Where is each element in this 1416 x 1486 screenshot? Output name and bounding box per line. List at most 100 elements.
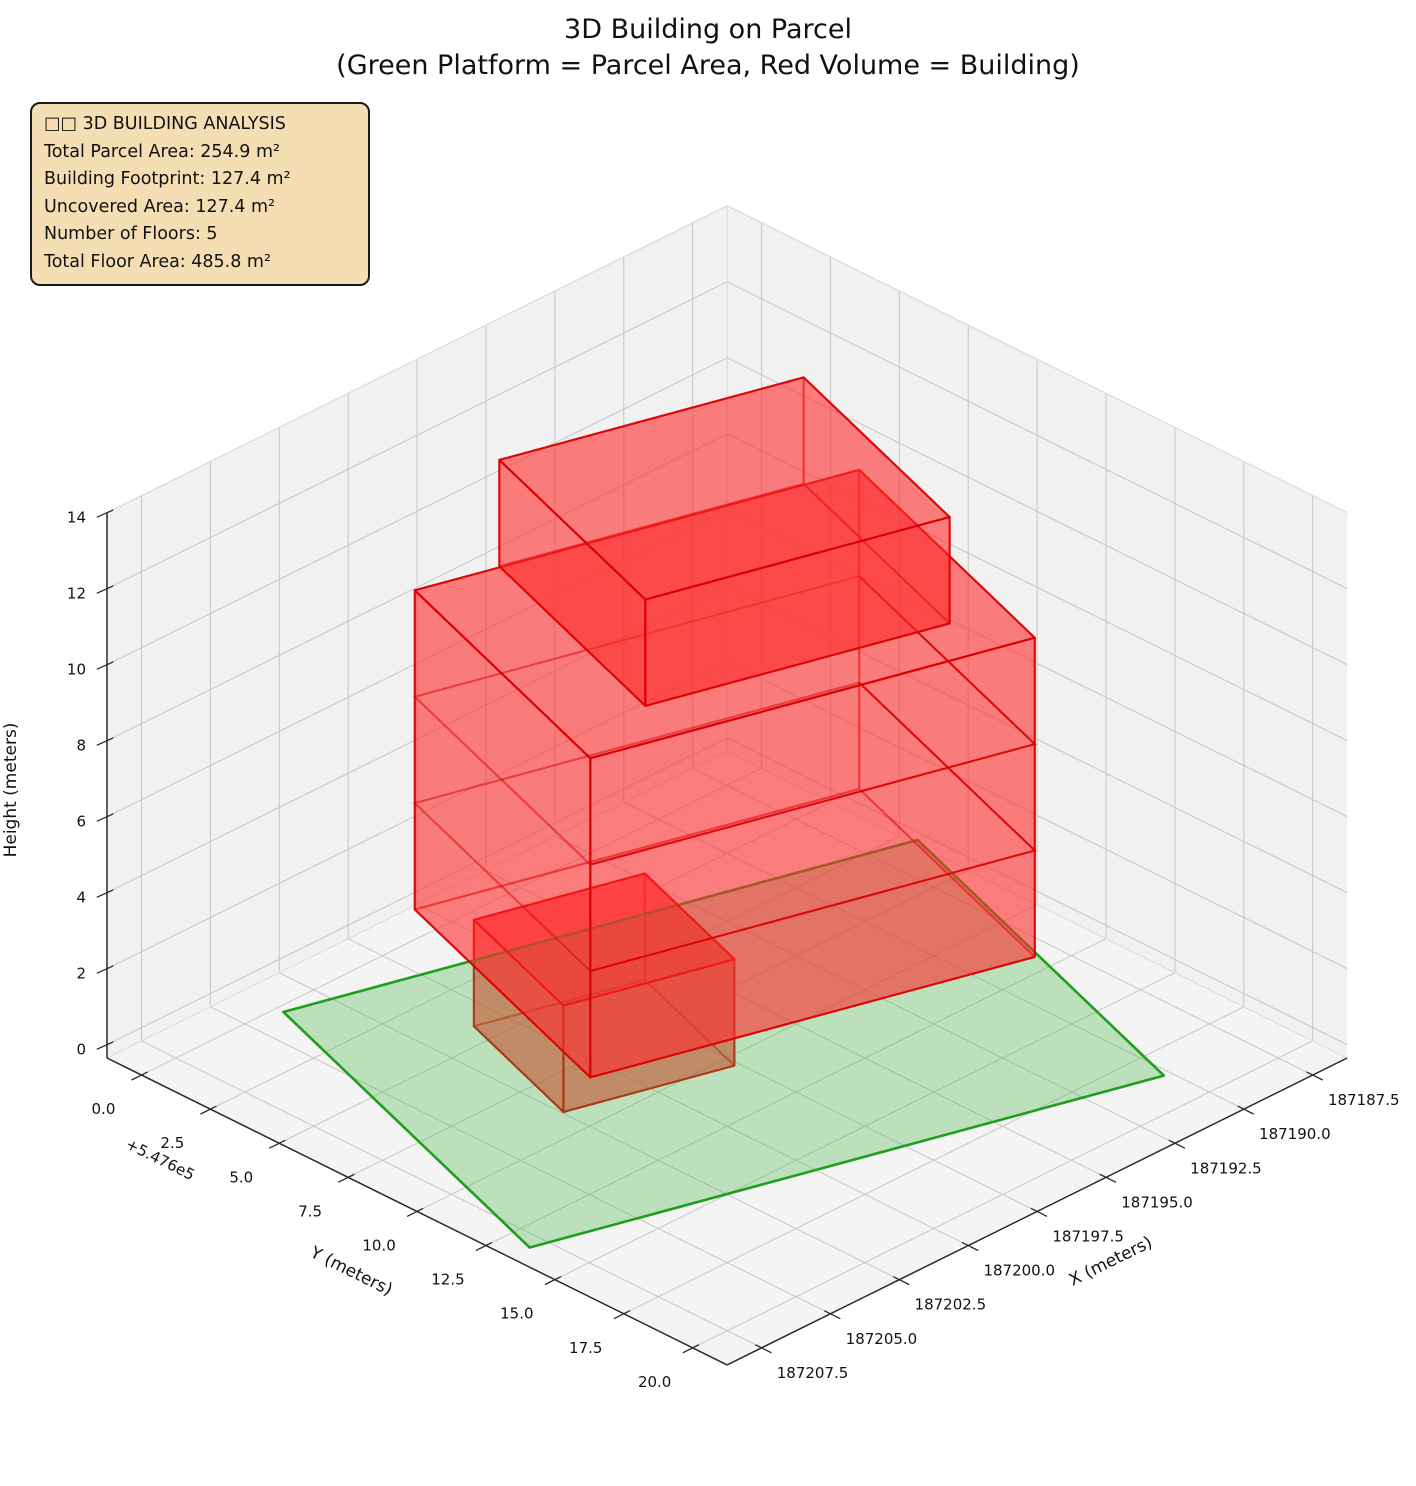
info-box-title: □□ 3D BUILDING ANALYSIS (44, 114, 286, 134)
x-tick (1030, 1207, 1048, 1217)
building-floors-2-4 (412, 468, 1037, 1079)
x-tick (1099, 1173, 1117, 1183)
z-tick (96, 813, 114, 822)
floor-grid-y (347, 870, 969, 1178)
right-pane-grid-z (726, 661, 1348, 970)
z-tick-label: 2 (76, 965, 86, 983)
y-tick (475, 1241, 493, 1252)
x-tick-label: 187207.5 (777, 1364, 849, 1382)
x-tick (823, 1310, 841, 1320)
building-floor-5 (498, 376, 951, 707)
left-pane-grid-z (106, 357, 728, 666)
left-pane-grid-z (106, 585, 728, 894)
pane-edge (106, 750, 728, 1059)
floor-grid-y (485, 938, 1107, 1246)
parcel-platform (282, 838, 1166, 1249)
z-tick-label: 4 (76, 889, 86, 907)
y-tick (544, 1275, 562, 1286)
chart-subtitle: (Green Platform = Parcel Area, Red Volum… (336, 50, 1080, 81)
y-tick-label: 10.0 (362, 1236, 395, 1254)
floor-1-top-rim (472, 872, 736, 1007)
x-tick-label: 187205.0 (846, 1330, 918, 1348)
left-pane-grid-z (106, 509, 728, 818)
axes-grid (106, 205, 1348, 1349)
y-tick (269, 1139, 286, 1149)
y-tick (682, 1344, 700, 1354)
info-number-of-floors: Number of Floors: 5 (44, 224, 218, 244)
floor-grid-y (416, 904, 1038, 1212)
right-pane-grid-z (726, 357, 1348, 666)
y-tick-label: 15.0 (500, 1305, 533, 1323)
y-tick (613, 1310, 631, 1320)
scene-3d (282, 376, 1166, 1249)
x-tick-label: 187202.5 (915, 1296, 987, 1314)
left-pane-grid-z (106, 281, 728, 590)
z-tick (96, 661, 114, 670)
z-tick (96, 1041, 114, 1050)
z-tick-label: 0 (76, 1041, 86, 1059)
y-tick-label: 12.5 (431, 1271, 464, 1289)
z-tick (96, 965, 114, 974)
x-tick (1168, 1139, 1186, 1149)
x-tick (1237, 1105, 1255, 1115)
info-uncovered-area: Uncovered Area: 127.4 m² (44, 196, 276, 217)
floor-grid-y (623, 1006, 1245, 1315)
x-tick-label: 187190.0 (1259, 1125, 1331, 1143)
floor-grid-y (554, 972, 1176, 1281)
floor-grid-y (692, 1040, 1313, 1349)
floor-divider-back (412, 681, 860, 972)
right-pane-grid-z (726, 433, 1348, 742)
z-tick-label: 6 (76, 813, 86, 831)
y-tick-label: 7.5 (298, 1202, 322, 1220)
axes-spines (96, 509, 1348, 1366)
z-tick (96, 509, 114, 518)
left-pane-grid-z (106, 433, 728, 742)
x-tick-label: 187187.5 (1328, 1091, 1400, 1109)
y-tick (406, 1207, 424, 1217)
floor-divider-back (412, 575, 860, 866)
face-top (498, 376, 951, 601)
z-tick-label: 12 (67, 585, 86, 603)
floor-divider-front (590, 681, 1037, 973)
z-tick-label: 10 (67, 661, 86, 679)
right-pane-grid-z (726, 281, 1348, 590)
info-building-footprint: Building Footprint: 127.4 m² (44, 169, 291, 189)
info-total-floor-area: Total Floor Area: 485.8 m² (44, 251, 271, 272)
floor-grid-y (210, 801, 831, 1110)
chart-title-block: 3D Building on Parcel (Green Platform = … (0, 12, 1416, 84)
x-tick (755, 1344, 772, 1354)
x-tick (892, 1275, 910, 1286)
y-tick-label: 20.0 (638, 1373, 671, 1391)
y-tick-label: 2.5 (160, 1134, 184, 1152)
z-axis-label: Height (meters) (1, 723, 21, 858)
pane-edge (726, 205, 1348, 514)
tick-labels: 187207.5 187205.0 187202.5 187200.0 187197.5… (67, 509, 1400, 1391)
y-tick (131, 1071, 148, 1081)
x-tick (961, 1241, 979, 1252)
x-tick (1306, 1071, 1323, 1081)
analysis-info-box: □□ 3D BUILDING ANALYSIS Total Parcel Are… (30, 102, 370, 286)
z-tick (96, 737, 114, 746)
y-tick (200, 1105, 217, 1115)
chart-title: 3D Building on Parcel (564, 14, 852, 45)
left-pane-grid-z (106, 661, 728, 970)
z-tick (96, 889, 114, 898)
right-pane-grid-z (726, 585, 1348, 894)
left-pane-grid-z (106, 737, 728, 1046)
face-top (413, 468, 1036, 760)
z-tick-label: 14 (67, 509, 86, 527)
x-tick-label: 187195.0 (1121, 1193, 1193, 1211)
pane-edge (106, 205, 728, 514)
info-total-parcel-area: Total Parcel Area: 254.9 m² (44, 141, 281, 162)
z-tick-label: 8 (76, 737, 86, 755)
right-pane-grid-z (726, 509, 1348, 818)
y-tick (337, 1173, 355, 1183)
y-tick-label: 5.0 (229, 1168, 253, 1186)
pane-edge (726, 750, 1348, 1059)
y-tick-label: 0.0 (92, 1100, 116, 1118)
building-floor-1 (472, 872, 736, 1113)
z-tick (96, 585, 114, 594)
right-pane-grid-z (726, 737, 1348, 1046)
